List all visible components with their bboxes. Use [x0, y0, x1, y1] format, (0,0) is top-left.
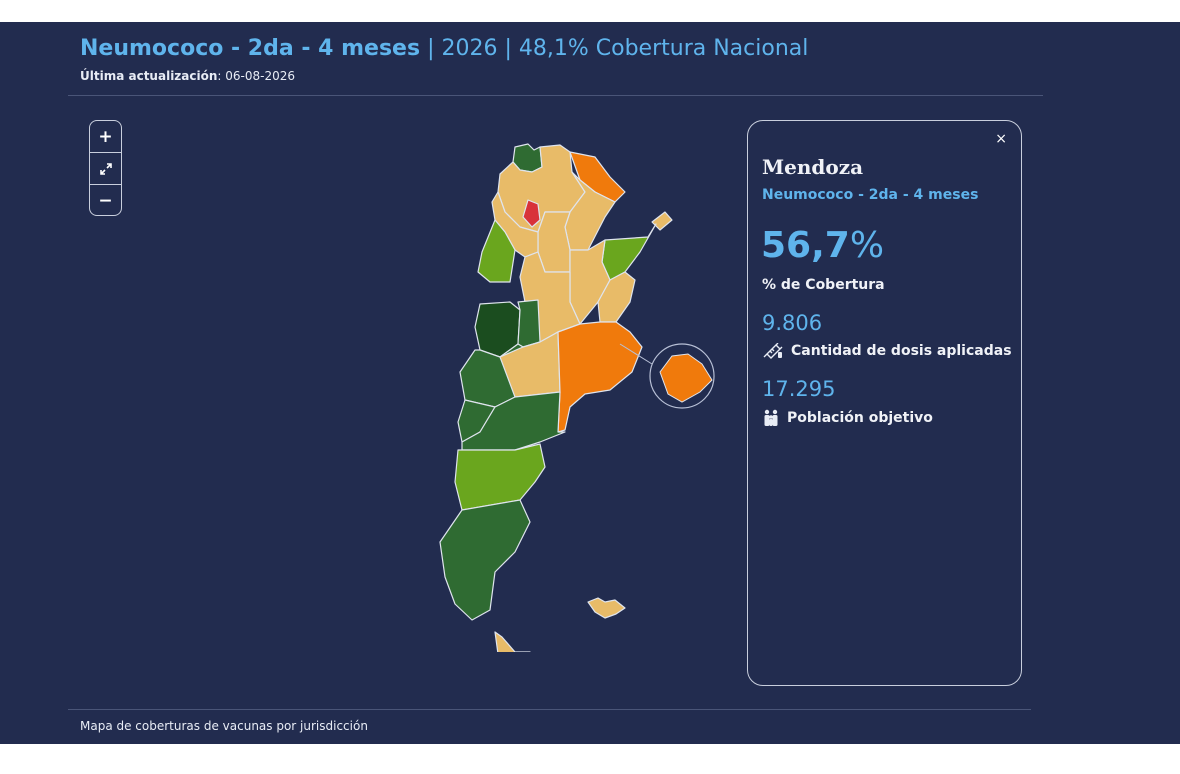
region-caba[interactable]	[659, 353, 713, 403]
coverage-percent: 56,7%	[761, 225, 884, 266]
region-santiago[interactable]	[537, 211, 571, 273]
coverage-label: % de Cobertura	[762, 277, 885, 293]
header: Neumococo - 2da - 4 meses | 2026 | 48,1%…	[80, 36, 1040, 83]
last-updated: Última actualización: 06-08-2026	[80, 69, 1040, 83]
title-year: 2026	[441, 36, 498, 61]
map-caption: Mapa de coberturas de vacunas por jurisd…	[80, 719, 368, 733]
zoom-out-button[interactable]: −	[98, 191, 113, 211]
zoom-control: + −	[89, 120, 122, 216]
coverage-sign: %	[849, 225, 885, 266]
divider	[68, 95, 1043, 96]
divider	[68, 709, 1031, 710]
page-title: Neumococo - 2da - 4 meses | 2026 | 48,1%…	[80, 36, 1040, 61]
region-tierradelfuego[interactable]	[494, 631, 540, 652]
region-rionegro[interactable]	[461, 391, 566, 451]
zoom-reset-button[interactable]	[90, 153, 121, 185]
province-name: Mendoza	[762, 155, 864, 179]
province-info-card: × Mendoza Neumococo - 2da - 4 meses 56,7…	[747, 120, 1022, 686]
title-separator: |	[420, 36, 442, 61]
population-value: 17.295	[762, 377, 836, 401]
title-vaccine: Neumococo - 2da - 4 meses	[80, 36, 421, 61]
syringe-icon	[763, 343, 783, 359]
region-corrientes[interactable]	[601, 223, 657, 281]
argentina-coverage-map	[439, 143, 715, 652]
doses-value: 9.806	[762, 311, 823, 335]
zoom-in-button[interactable]: +	[90, 121, 121, 153]
caba-inset-connector	[619, 343, 653, 365]
map-panel: Neumococo - 2da - 4 meses | 2026 | 48,1%…	[0, 22, 1180, 744]
region-misiones[interactable]	[651, 211, 673, 231]
region-sanluis[interactable]	[517, 299, 541, 348]
title-separator: |	[497, 36, 519, 61]
region-buenosaires[interactable]	[557, 321, 643, 433]
last-updated-value: : 06-08-2026	[217, 69, 296, 83]
region-chubut[interactable]	[454, 443, 546, 511]
province-vaccine: Neumococo - 2da - 4 meses	[762, 187, 979, 203]
caba-inset-circle	[649, 343, 715, 409]
last-updated-label: Última actualización	[80, 69, 218, 83]
region-santacruz[interactable]	[439, 499, 531, 621]
family-icon	[764, 409, 778, 426]
region-larioja[interactable]	[477, 219, 516, 283]
region-tucuman[interactable]	[522, 199, 541, 228]
population-label: Población objetivo	[787, 410, 933, 426]
expand-icon	[99, 162, 112, 175]
doses-label: Cantidad de dosis aplicadas	[791, 343, 1012, 359]
region-malvinas[interactable]	[587, 597, 626, 619]
title-coverage: 48,1% Cobertura Nacional	[518, 36, 809, 61]
population-row: Población objetivo	[762, 409, 933, 427]
close-button[interactable]: ×	[995, 131, 1007, 147]
coverage-value: 56,7	[761, 225, 850, 266]
doses-row: Cantidad de dosis aplicadas	[762, 343, 1012, 359]
